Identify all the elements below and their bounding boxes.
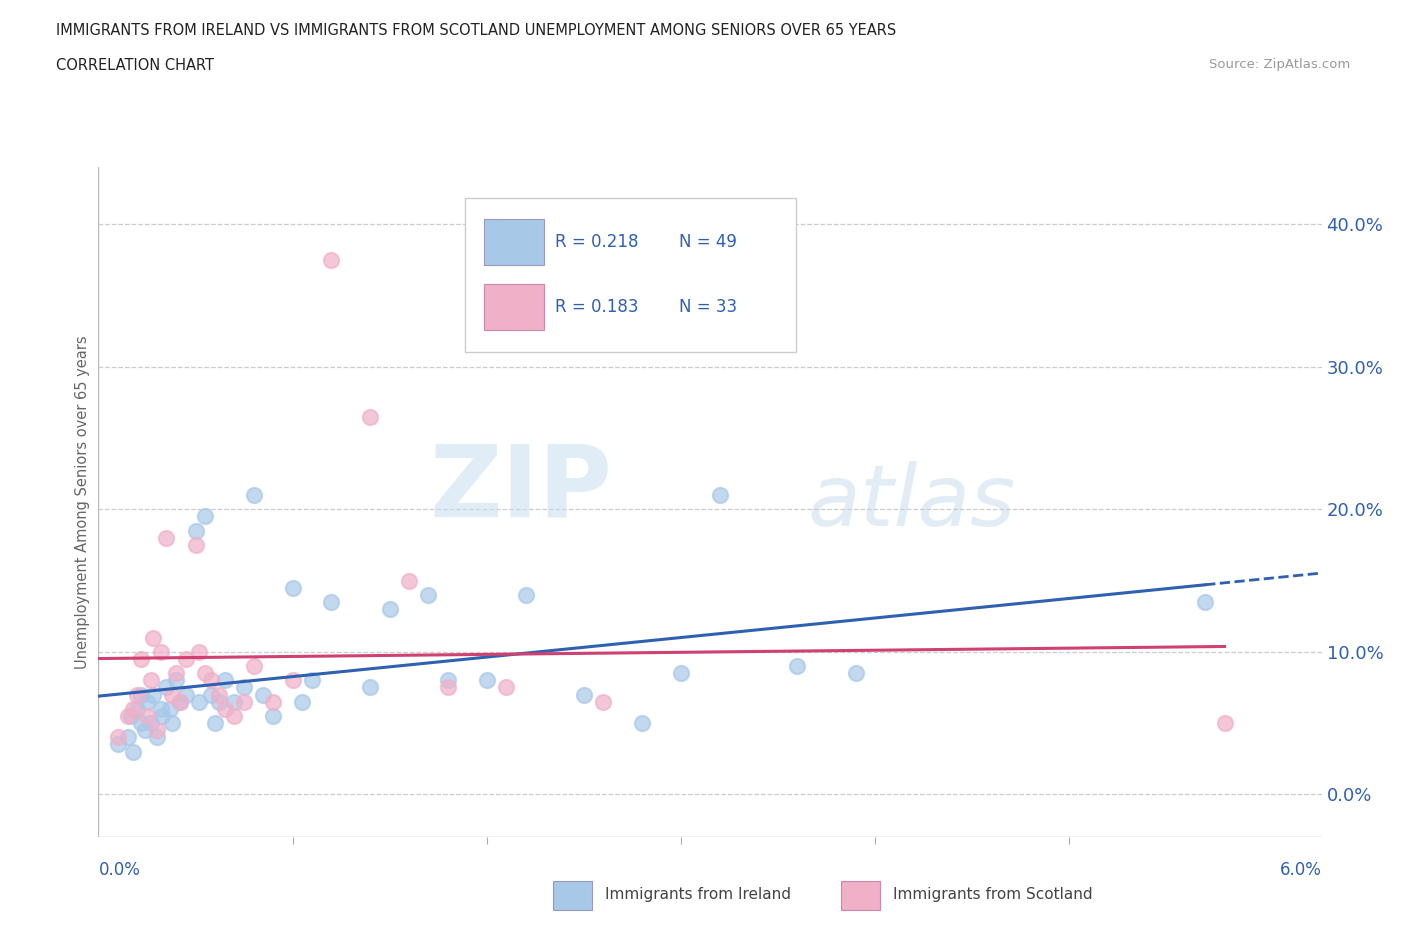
Point — [145, 730, 167, 745]
Point — [145, 723, 167, 737]
Text: atlas: atlas — [808, 460, 1017, 544]
Point — [136, 694, 159, 709]
Point — [117, 730, 139, 745]
Point — [242, 487, 264, 502]
Point — [437, 680, 460, 695]
Point — [184, 538, 207, 552]
Point — [159, 701, 181, 716]
Text: R = 0.183: R = 0.183 — [555, 298, 638, 316]
Point — [155, 680, 177, 695]
Point — [204, 715, 226, 730]
Point — [301, 672, 323, 687]
Point — [631, 715, 654, 730]
Point — [669, 666, 692, 681]
Point — [142, 631, 165, 645]
Point — [127, 701, 149, 716]
Point — [291, 694, 314, 709]
Point — [184, 524, 207, 538]
Point — [418, 588, 440, 603]
Point — [139, 672, 162, 687]
Point — [122, 744, 145, 759]
Point — [321, 594, 343, 609]
Point — [200, 672, 222, 687]
Point — [845, 666, 868, 681]
Point — [592, 694, 614, 709]
Point — [194, 509, 217, 524]
Point — [117, 709, 139, 724]
Point — [142, 687, 165, 702]
Point — [1194, 594, 1216, 609]
Point — [134, 723, 156, 737]
Point — [152, 709, 174, 724]
Point — [321, 253, 343, 268]
Point — [495, 680, 517, 695]
Point — [129, 715, 152, 730]
Point — [129, 687, 152, 702]
Point — [1213, 715, 1236, 730]
Y-axis label: Unemployment Among Seniors over 65 years: Unemployment Among Seniors over 65 years — [75, 336, 90, 669]
Point — [160, 715, 183, 730]
Point — [188, 644, 211, 659]
Point — [515, 588, 537, 603]
Text: 6.0%: 6.0% — [1279, 860, 1322, 879]
Point — [200, 687, 222, 702]
Point — [224, 709, 246, 724]
Point — [188, 694, 211, 709]
Point — [149, 701, 172, 716]
Point — [160, 687, 183, 702]
Text: N = 33: N = 33 — [679, 298, 738, 316]
Text: IMMIGRANTS FROM IRELAND VS IMMIGRANTS FROM SCOTLAND UNEMPLOYMENT AMONG SENIORS O: IMMIGRANTS FROM IRELAND VS IMMIGRANTS FR… — [56, 23, 897, 38]
Point — [127, 687, 149, 702]
Point — [208, 694, 231, 709]
Point — [169, 694, 191, 709]
Text: N = 49: N = 49 — [679, 233, 737, 251]
Point — [122, 701, 145, 716]
FancyBboxPatch shape — [484, 219, 544, 265]
Point — [136, 709, 159, 724]
Text: ZIP: ZIP — [429, 440, 612, 538]
Point — [107, 730, 129, 745]
Point — [155, 530, 177, 545]
Point — [233, 694, 256, 709]
Point — [572, 687, 595, 702]
FancyBboxPatch shape — [465, 197, 796, 352]
Point — [129, 652, 152, 667]
Point — [437, 672, 460, 687]
Text: R = 0.218: R = 0.218 — [555, 233, 638, 251]
Point — [169, 694, 191, 709]
Point — [475, 672, 498, 687]
Text: Immigrants from Ireland: Immigrants from Ireland — [605, 887, 790, 902]
Point — [208, 687, 231, 702]
Point — [233, 680, 256, 695]
Point — [214, 701, 236, 716]
Point — [174, 652, 197, 667]
Point — [262, 709, 284, 724]
Point — [709, 487, 731, 502]
Point — [165, 672, 187, 687]
Point — [242, 658, 264, 673]
Point — [281, 580, 304, 595]
Point — [139, 715, 162, 730]
Point — [149, 644, 172, 659]
Point — [120, 709, 142, 724]
Point — [224, 694, 246, 709]
Text: 0.0%: 0.0% — [98, 860, 141, 879]
Point — [165, 666, 187, 681]
Point — [214, 672, 236, 687]
Point — [359, 409, 381, 424]
Text: CORRELATION CHART: CORRELATION CHART — [56, 58, 214, 73]
FancyBboxPatch shape — [484, 284, 544, 330]
Point — [786, 658, 808, 673]
Text: Source: ZipAtlas.com: Source: ZipAtlas.com — [1209, 58, 1350, 71]
Point — [359, 680, 381, 695]
Point — [107, 737, 129, 751]
Point — [262, 694, 284, 709]
Point — [281, 672, 304, 687]
Text: Immigrants from Scotland: Immigrants from Scotland — [893, 887, 1092, 902]
Point — [174, 687, 197, 702]
Point — [398, 573, 420, 588]
Point — [252, 687, 274, 702]
Point — [378, 602, 401, 617]
Point — [194, 666, 217, 681]
